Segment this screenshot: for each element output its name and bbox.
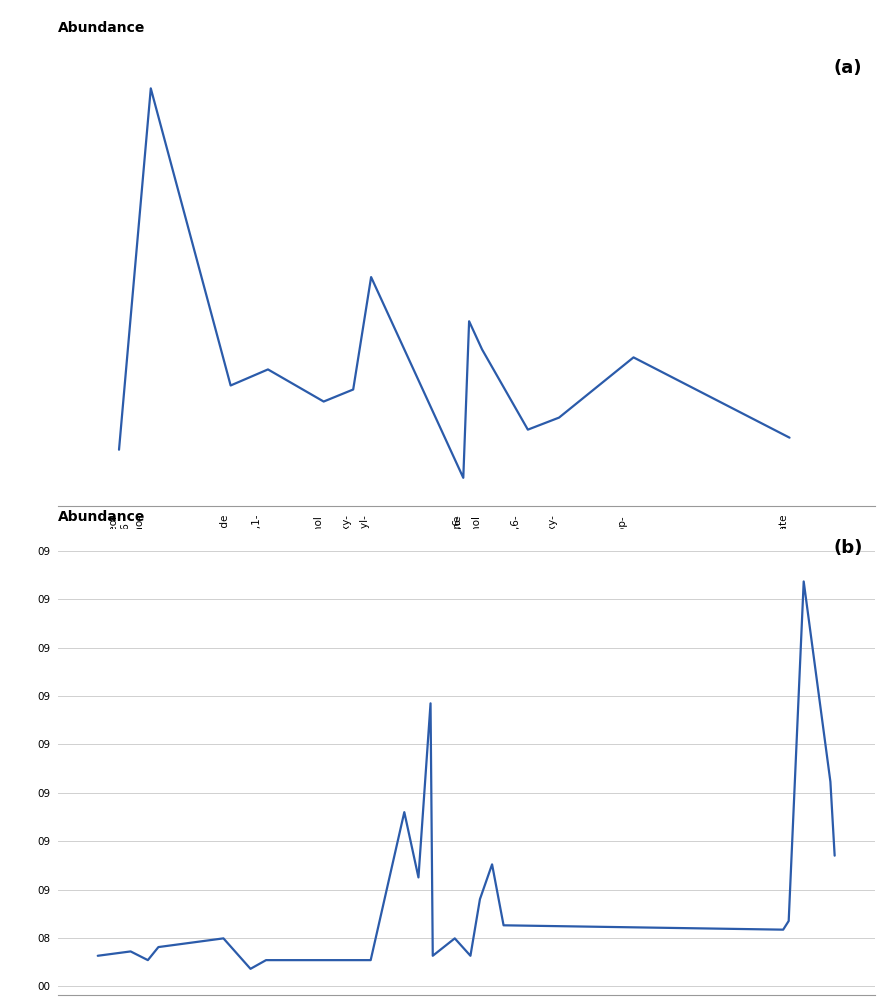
Text: Abundance: Abundance xyxy=(58,511,145,525)
Text: Abundance: Abundance xyxy=(58,21,145,35)
X-axis label: Time (min.): Time (min.) xyxy=(426,661,506,675)
Text: (a): (a) xyxy=(834,59,862,76)
Text: (b): (b) xyxy=(833,539,862,557)
